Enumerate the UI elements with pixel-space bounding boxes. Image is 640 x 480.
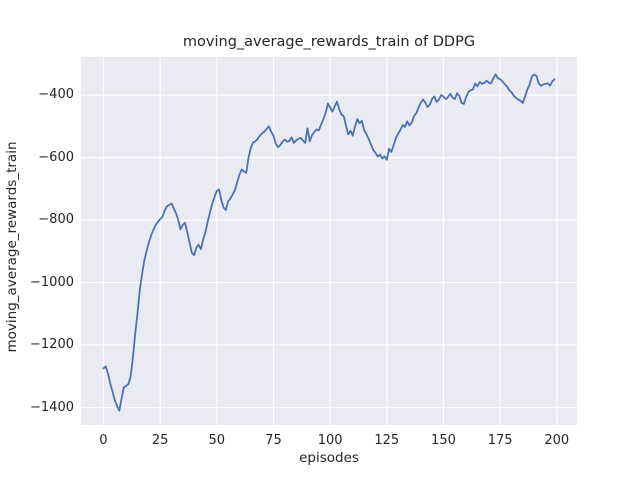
- y-tick-label: −1200: [30, 337, 74, 353]
- y-tick-label: −600: [38, 149, 74, 165]
- x-tick-label: 50: [208, 433, 226, 448]
- y-tick-label: −400: [38, 87, 74, 103]
- x-tick-label: 100: [317, 433, 343, 448]
- chart-title: moving_average_rewards_train of DDPG: [182, 34, 476, 50]
- x-tick-label: 150: [431, 433, 456, 448]
- x-tick-label: 125: [374, 433, 400, 448]
- y-tick-label: −800: [38, 212, 74, 228]
- x-tick-label: 200: [544, 433, 570, 448]
- y-tick-label: −1000: [30, 274, 74, 290]
- x-tick-label: 25: [151, 433, 169, 448]
- x-tick-label: 175: [487, 433, 513, 448]
- y-axis-label: moving_average_rewards_train: [4, 141, 20, 353]
- x-axis-label: episodes: [299, 450, 359, 466]
- data-line-moving_average_rewards_train: [102, 73, 556, 412]
- x-tick-label: 0: [99, 433, 108, 448]
- x-tick-label: 75: [265, 433, 282, 448]
- y-tick-label: −1400: [30, 399, 74, 415]
- axes-background: [81, 57, 577, 425]
